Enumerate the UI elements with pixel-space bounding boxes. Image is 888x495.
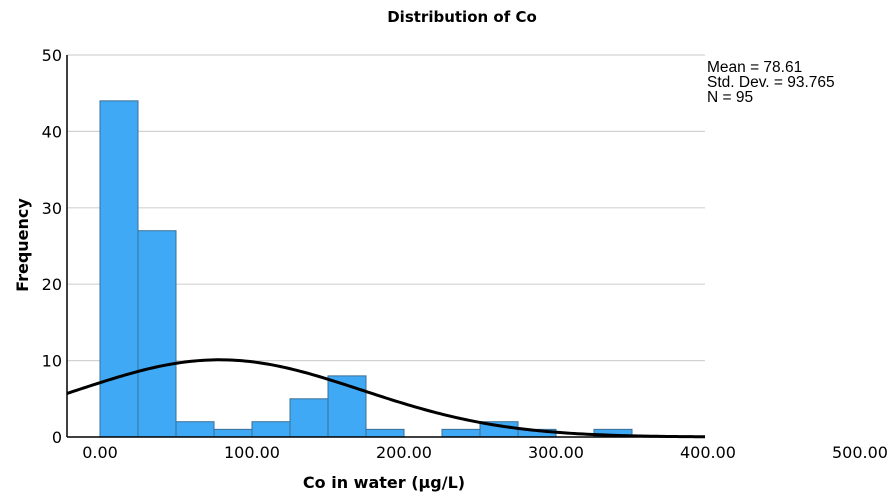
x-tick-labels: 0.00 100.00 200.00 300.00 400.00 500.00	[82, 443, 888, 462]
normal-curve	[66, 358, 706, 439]
x-tick-label: 500.00	[832, 443, 888, 462]
x-tick-label: 300.00	[528, 443, 584, 462]
normal-curve-group	[66, 358, 706, 439]
histogram-bar	[441, 428, 481, 438]
y-tick-labels: 0 10 20 30 40 50	[42, 46, 62, 447]
histogram-bar	[365, 428, 405, 438]
y-tick-label: 50	[42, 46, 62, 65]
histogram-bar	[137, 230, 177, 438]
y-tick-label: 40	[42, 122, 62, 141]
x-tick-label: 0.00	[82, 443, 118, 462]
axes-group	[66, 55, 705, 438]
y-tick-label: 30	[42, 199, 62, 218]
histogram-bar	[175, 421, 215, 438]
x-tick-label: 400.00	[680, 443, 736, 462]
x-tick-label: 200.00	[376, 443, 432, 462]
stats-n: N = 95	[707, 89, 754, 106]
stats-std-dev: Std. Dev. = 93.765	[707, 74, 835, 91]
y-tick-label: 0	[52, 428, 62, 447]
x-axis-label: Co in water (μg/L)	[303, 473, 465, 492]
histogram-bar	[289, 398, 329, 438]
histogram-bar	[99, 100, 139, 438]
x-tick-label: 100.00	[224, 443, 280, 462]
y-axis-label: Frequency	[13, 198, 32, 292]
bars-group	[99, 100, 633, 438]
gridlines	[67, 54, 705, 362]
histogram-bar	[213, 428, 253, 438]
stats-mean: Mean = 78.61	[707, 59, 803, 76]
chart-title: Distribution of Co	[387, 8, 537, 26]
y-tick-label: 20	[42, 275, 62, 294]
stats-box: Mean = 78.61 Std. Dev. = 93.765 N = 95	[707, 59, 835, 106]
histogram-bar	[251, 421, 291, 438]
y-tick-label: 10	[42, 352, 62, 371]
